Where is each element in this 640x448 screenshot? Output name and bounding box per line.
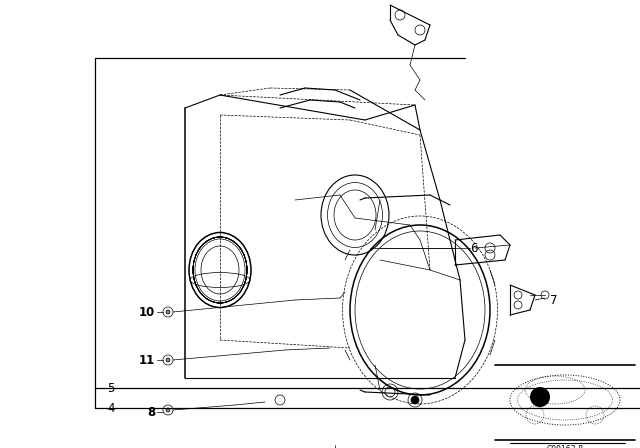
Circle shape [166,310,170,314]
Text: 7: 7 [550,293,557,306]
Text: 10: 10 [139,306,155,319]
Text: C00163-8: C00163-8 [547,445,584,448]
Circle shape [411,396,419,404]
Circle shape [530,387,550,407]
Text: 5: 5 [108,382,115,395]
Text: 6: 6 [470,241,477,254]
Text: 8: 8 [147,405,155,418]
Circle shape [166,358,170,362]
Text: 11: 11 [139,353,155,366]
Circle shape [166,408,170,412]
Text: 4: 4 [108,401,115,414]
